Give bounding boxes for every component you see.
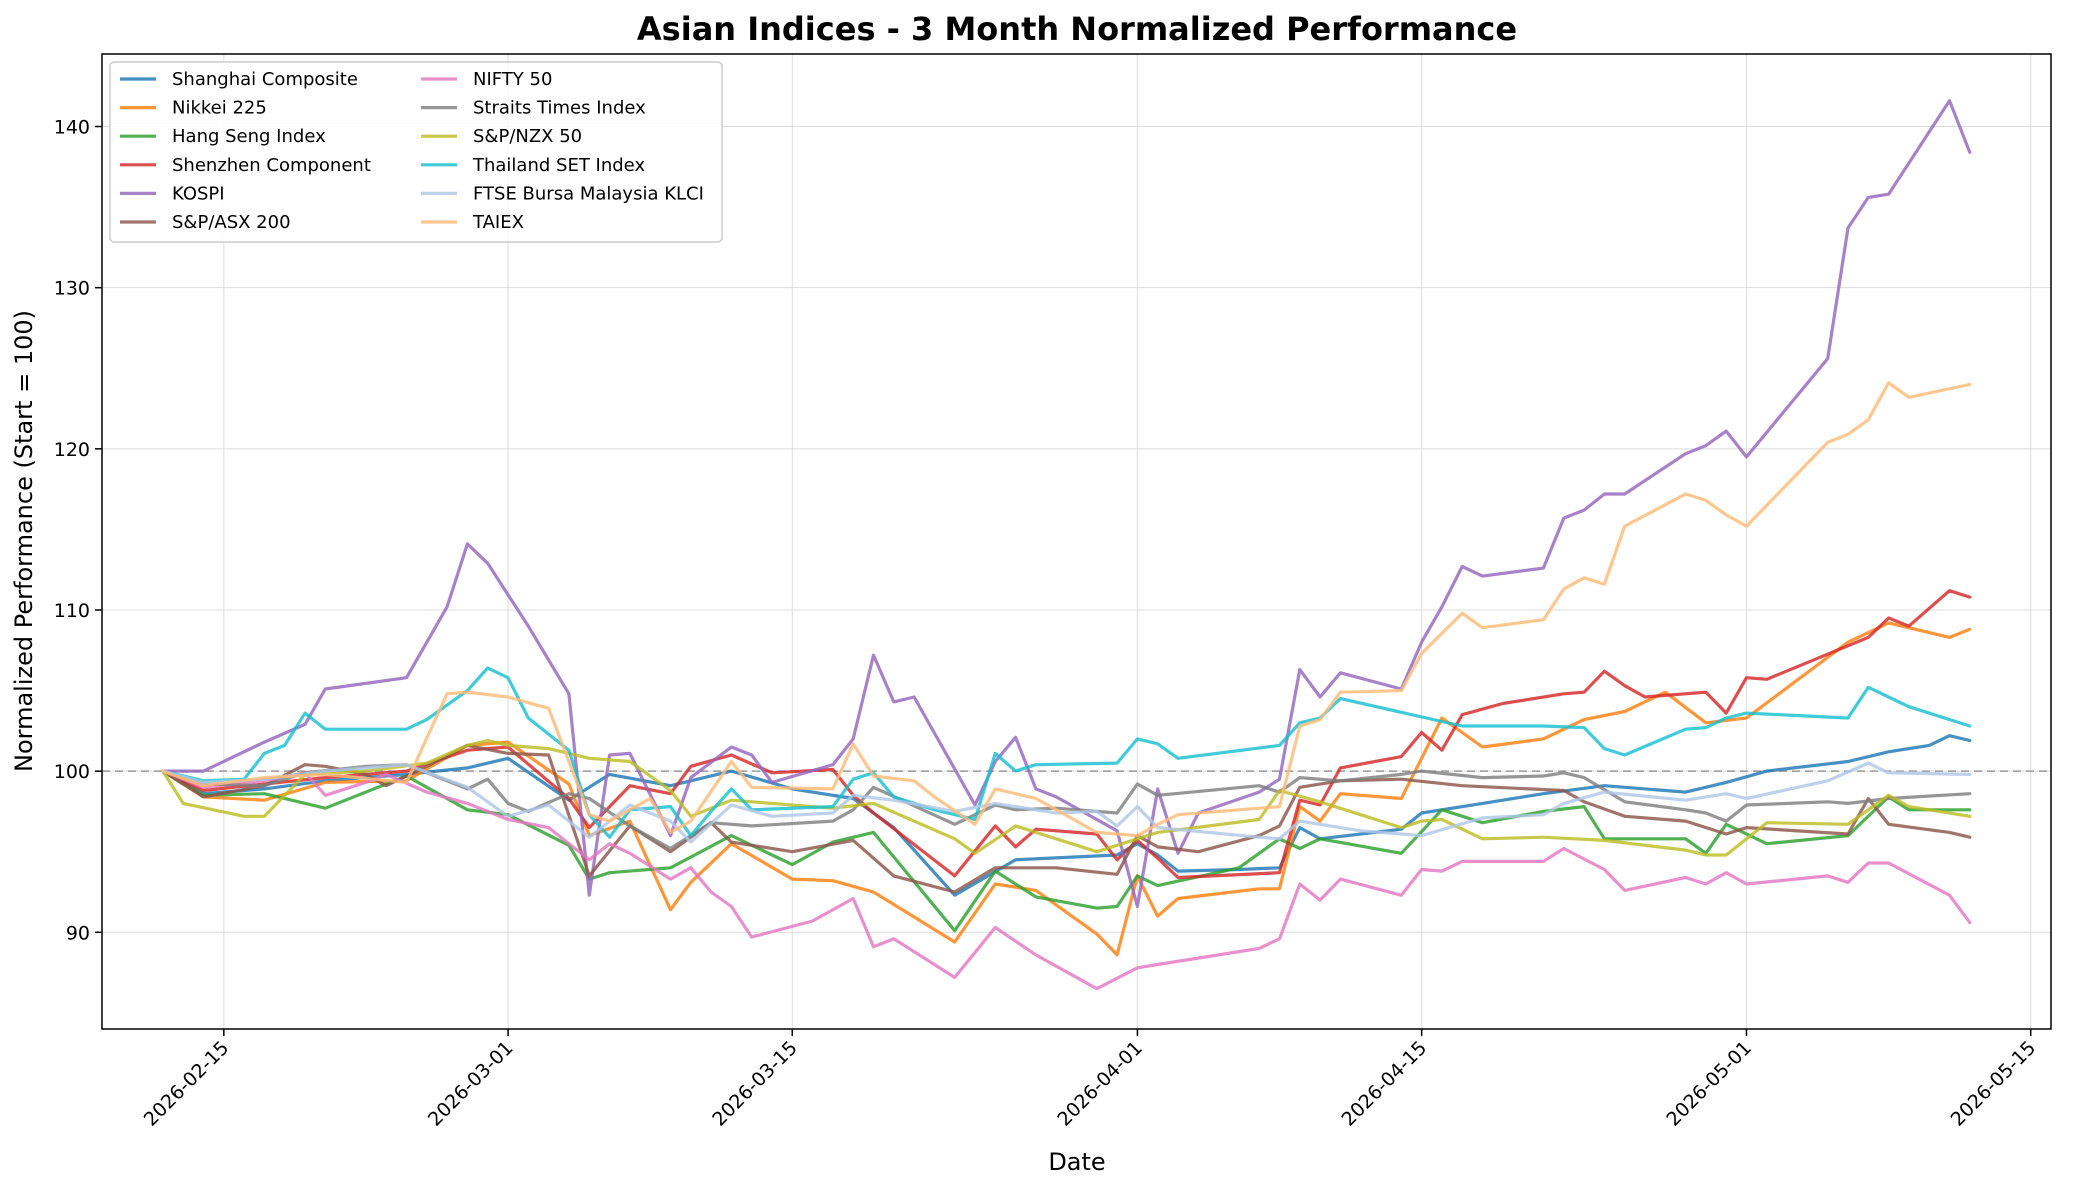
series-line-taiex [161,381,1972,838]
legend: Shanghai Composite Nikkei 225 Hang Seng In… [109,61,723,243]
y-tick-label: 130 [54,278,90,300]
legend-label: S&P/NZX 50 [473,126,582,147]
legend-label: FTSE Bursa Malaysia KLCI [473,183,704,204]
y-axis-label: Normalized Performance (Start = 100) [10,310,38,772]
x-tick-label: 2026-02-15 [140,1037,234,1131]
series-line-thailand-set-index [161,666,1972,839]
series-line-nifty-50 [161,769,1972,991]
y-tick-label: 120 [54,439,90,461]
legend-label: Nikkei 225 [172,98,267,119]
legend-label: Thailand SET Index [472,155,645,176]
series-line-shanghai-composite [161,734,1972,897]
x-tick-label: 2026-05-15 [1947,1037,2041,1131]
x-tick-label: 2026-03-01 [424,1037,518,1131]
x-axis-label: Date [1048,1148,1105,1176]
x-tick-label: 2026-05-01 [1662,1037,1756,1131]
x-tick-label: 2026-03-15 [708,1037,802,1131]
x-tick-label: 2026-04-01 [1053,1037,1147,1131]
legend-box [109,61,723,243]
legend-label: TAIEX [472,212,524,233]
chart-title: Asian Indices - 3 Month Normalized Perfo… [637,10,1517,48]
series-lines [161,99,1972,991]
legend-label: Hang Seng Index [172,126,326,147]
legend-label: Straits Times Index [473,98,646,119]
legend-label: NIFTY 50 [473,69,552,90]
series-line-ftse-bursa-malaysia-klci [161,761,1972,844]
legend-label: Shenzhen Component [172,155,371,176]
y-tick-label: 100 [54,761,90,783]
legend-label: Shanghai Composite [172,69,358,90]
plot-frame [101,53,2052,1030]
series-line-kospi [161,99,1972,909]
legend-label: KOSPI [172,183,225,204]
y-tick-label: 140 [54,117,90,139]
series-line-hang-seng-index [161,769,1972,933]
legend-label: S&P/ASX 200 [172,212,291,233]
x-axis-ticks: 2026-02-15 2026-03-01 2026-03-15 2026-04-01… [140,1029,2041,1131]
y-tick-label: 90 [66,922,90,944]
y-axis-ticks: 90 100 110 120 130 140 [54,117,102,944]
series-line-s-p-nzx-50 [161,738,1972,857]
x-tick-label: 2026-04-15 [1338,1037,1432,1131]
series-line-s-p-asx-200 [161,743,1972,894]
series-line-shenzhen-component [161,589,1972,880]
y-tick-label: 110 [54,600,90,622]
